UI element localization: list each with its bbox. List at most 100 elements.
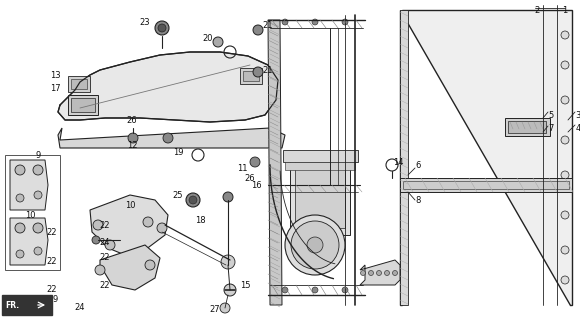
- Circle shape: [220, 303, 230, 313]
- Circle shape: [253, 25, 263, 35]
- Text: 22: 22: [47, 258, 57, 267]
- Circle shape: [561, 96, 569, 104]
- Polygon shape: [268, 20, 282, 305]
- Circle shape: [15, 165, 25, 175]
- Circle shape: [93, 220, 103, 230]
- Bar: [71, 98, 95, 112]
- Text: 9: 9: [35, 150, 41, 159]
- Polygon shape: [58, 52, 278, 122]
- Circle shape: [250, 157, 260, 167]
- Bar: [68, 95, 98, 115]
- Circle shape: [393, 270, 397, 276]
- Text: 8: 8: [415, 196, 420, 204]
- Circle shape: [33, 165, 43, 175]
- Circle shape: [285, 215, 345, 275]
- Text: 18: 18: [195, 215, 205, 225]
- Text: 11: 11: [237, 164, 247, 172]
- Circle shape: [282, 19, 288, 25]
- Polygon shape: [2, 295, 52, 315]
- Text: 10: 10: [125, 201, 135, 210]
- Circle shape: [157, 223, 167, 233]
- Circle shape: [95, 265, 105, 275]
- Circle shape: [312, 287, 318, 293]
- Text: 6: 6: [415, 161, 420, 170]
- Text: 20: 20: [203, 34, 213, 43]
- Circle shape: [224, 284, 236, 296]
- Circle shape: [376, 270, 382, 276]
- Text: 1: 1: [563, 5, 568, 14]
- Circle shape: [312, 19, 318, 25]
- Text: 10: 10: [25, 211, 35, 220]
- Circle shape: [158, 24, 166, 32]
- Text: 15: 15: [240, 281, 250, 290]
- Circle shape: [342, 19, 348, 25]
- Polygon shape: [10, 218, 48, 265]
- Circle shape: [282, 287, 288, 293]
- Circle shape: [291, 221, 339, 269]
- Text: 23: 23: [140, 18, 150, 27]
- Bar: [285, 162, 355, 170]
- Text: 22: 22: [100, 220, 110, 229]
- Circle shape: [253, 67, 263, 77]
- Circle shape: [561, 171, 569, 179]
- Bar: [5, 155, 60, 270]
- Circle shape: [34, 247, 42, 255]
- Circle shape: [223, 192, 233, 202]
- Circle shape: [213, 37, 223, 47]
- Bar: [243, 71, 259, 81]
- Circle shape: [16, 250, 24, 258]
- Bar: [505, 118, 550, 136]
- Bar: [295, 160, 345, 228]
- Bar: [400, 10, 408, 305]
- Text: 21: 21: [263, 66, 273, 75]
- Circle shape: [561, 136, 569, 144]
- Text: 22: 22: [100, 281, 110, 290]
- Polygon shape: [58, 128, 285, 148]
- Circle shape: [561, 211, 569, 219]
- Text: 17: 17: [50, 84, 60, 92]
- Text: 4: 4: [575, 124, 580, 132]
- Text: 7: 7: [548, 124, 554, 132]
- Circle shape: [361, 270, 365, 276]
- Text: 22: 22: [47, 285, 57, 294]
- Circle shape: [561, 31, 569, 39]
- Circle shape: [145, 260, 155, 270]
- Text: 26: 26: [245, 173, 255, 182]
- Circle shape: [368, 270, 374, 276]
- Circle shape: [561, 246, 569, 254]
- Polygon shape: [400, 10, 572, 305]
- Polygon shape: [360, 260, 400, 285]
- Circle shape: [33, 223, 43, 233]
- Text: 16: 16: [251, 180, 262, 189]
- Text: 22: 22: [47, 228, 57, 236]
- Bar: [71, 79, 87, 89]
- Text: 19: 19: [173, 148, 183, 156]
- Text: 22: 22: [100, 253, 110, 262]
- Circle shape: [155, 21, 169, 35]
- Circle shape: [186, 193, 200, 207]
- Text: 12: 12: [127, 140, 137, 149]
- Polygon shape: [10, 160, 48, 210]
- Circle shape: [128, 133, 138, 143]
- Text: 5: 5: [548, 110, 554, 119]
- Bar: [400, 178, 572, 192]
- Circle shape: [561, 276, 569, 284]
- Bar: [68, 76, 90, 92]
- Circle shape: [15, 223, 25, 233]
- Polygon shape: [90, 195, 168, 255]
- Circle shape: [34, 191, 42, 199]
- Circle shape: [16, 194, 24, 202]
- Circle shape: [561, 61, 569, 69]
- Text: 24: 24: [100, 237, 110, 246]
- Bar: [240, 68, 262, 84]
- Circle shape: [105, 240, 115, 250]
- Circle shape: [163, 133, 173, 143]
- Text: 24: 24: [75, 303, 85, 313]
- Bar: [290, 155, 350, 235]
- Text: 9: 9: [52, 295, 57, 305]
- Bar: [283, 150, 358, 162]
- Circle shape: [143, 217, 153, 227]
- Text: 25: 25: [173, 190, 183, 199]
- Bar: [403, 181, 569, 189]
- Text: 13: 13: [50, 70, 60, 79]
